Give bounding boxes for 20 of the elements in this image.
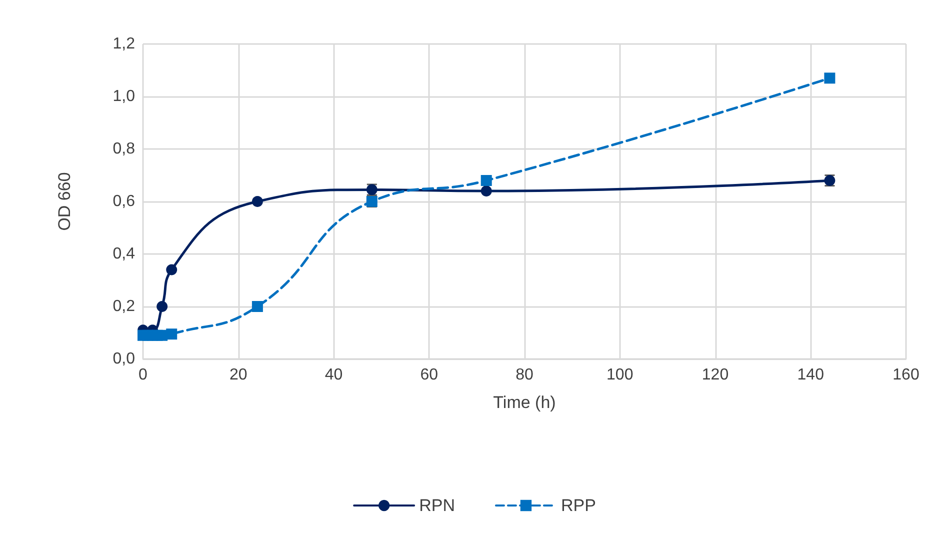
legend-label: RPP <box>560 496 596 515</box>
y-tick-label: 0,6 <box>112 193 136 210</box>
x-tick-label: 120 <box>702 366 729 384</box>
y-tick-label: 0,2 <box>112 298 136 315</box>
x-tick-label: 40 <box>324 366 343 384</box>
x-tick-label: 160 <box>892 366 920 384</box>
x-tick-label: 140 <box>797 366 824 384</box>
y-tick-label: 1,2 <box>112 36 136 52</box>
x-tick-label: 0 <box>138 366 148 384</box>
y-tick-label: 0,8 <box>112 140 136 158</box>
y-axis-title: OD 660 <box>55 172 74 231</box>
x-tick-label: 80 <box>516 366 534 384</box>
x-axis-title: Time (h) <box>493 393 556 412</box>
y-tick-label: 1,0 <box>112 88 136 105</box>
legend-label: RPN <box>419 496 455 515</box>
x-tick-label: 20 <box>229 366 248 384</box>
x-tick-label: 100 <box>606 366 634 384</box>
y-tick-label: 0,0 <box>112 350 136 368</box>
y-tick-label: 0,4 <box>112 246 136 262</box>
x-tick-label: 60 <box>420 366 438 384</box>
